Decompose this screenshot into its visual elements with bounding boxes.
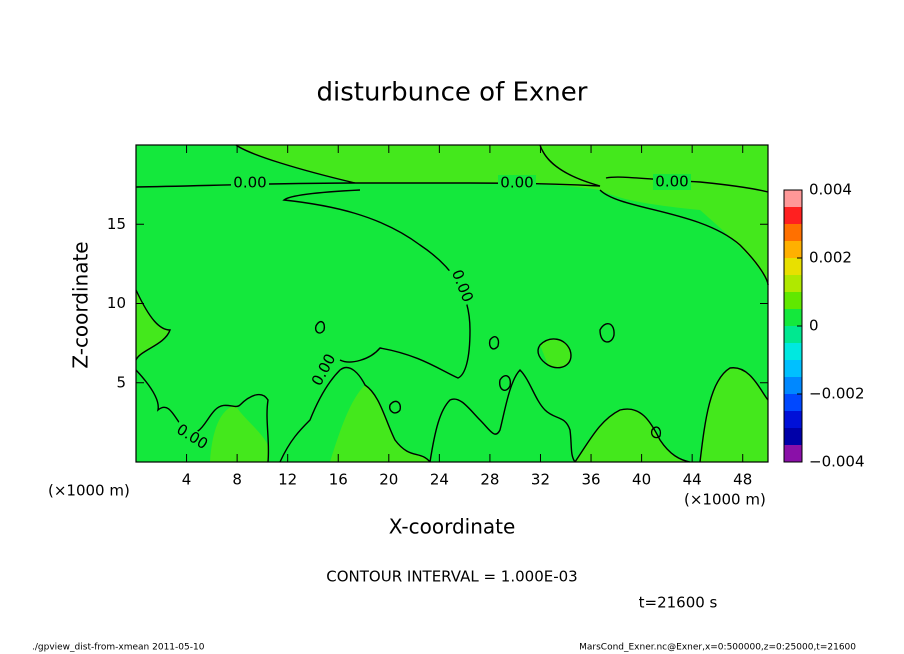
- x-tick-label: 28: [480, 471, 499, 489]
- colorbar-tick-label: −0.004: [809, 453, 865, 471]
- colorbar-band: [784, 326, 802, 343]
- colorbar-band: [784, 377, 802, 394]
- colorbar-tick-label: 0.002: [809, 249, 852, 267]
- x-tick-label: 48: [733, 471, 752, 489]
- x-tick-label: 8: [232, 471, 242, 489]
- colorbar-band: [784, 428, 802, 445]
- y-axis-label: Z-coordinate: [69, 241, 93, 368]
- colorbar-band: [784, 445, 802, 462]
- footer-left: ./gpview_dist-from-xmean 2011-05-10: [32, 643, 205, 653]
- contour-label: 0.00: [500, 174, 533, 192]
- x-unit-label: (×1000 m): [684, 491, 766, 509]
- colorbar-band: [784, 394, 802, 411]
- contour-line: [429, 369, 576, 463]
- colorbar-band: [784, 309, 802, 326]
- contour-line: [574, 408, 691, 463]
- x-tick-label: 24: [430, 471, 449, 489]
- colorbar-band: [784, 258, 802, 275]
- contour-line: [282, 189, 471, 379]
- x-tick-label: 4: [182, 471, 192, 489]
- contour-interval: CONTOUR INTERVAL = 1.000E-03: [326, 568, 577, 586]
- contour-line: [135, 289, 171, 361]
- contour-line: [605, 176, 769, 193]
- colorbar-tick-label: 0.004: [809, 181, 852, 199]
- contour-label: 0.00: [233, 174, 266, 192]
- field-region: [210, 405, 269, 462]
- x-tick-label: 32: [531, 471, 550, 489]
- colorbar-tick-label: −0.002: [809, 385, 865, 403]
- footer-right: MarsCond_Exner.nc@Exner,x=0:500000,z=0:2…: [579, 643, 856, 653]
- contour-line: [537, 338, 572, 369]
- contour-label-bg: [653, 174, 691, 190]
- contour-line: [488, 336, 500, 350]
- contour-line: [279, 366, 431, 463]
- contour-label-bg: [171, 420, 213, 454]
- x-tick-label: 12: [278, 471, 297, 489]
- chart-title: disturbunce of Exner: [317, 78, 588, 108]
- contour-line: [135, 369, 270, 463]
- colorbar-band: [784, 360, 802, 377]
- x-tick-label: 44: [683, 471, 702, 489]
- colorbar-band: [784, 224, 802, 241]
- y-tick-label: 5: [116, 373, 126, 391]
- colorbar-band: [784, 411, 802, 428]
- x-tick-label: 16: [329, 471, 348, 489]
- colorbar-band: [784, 241, 802, 258]
- contour-line: [135, 144, 356, 188]
- y-tick-label: 15: [107, 215, 126, 233]
- contour-line: [314, 320, 326, 334]
- colorbar-band: [784, 207, 802, 224]
- time-label: t=21600 s: [639, 594, 718, 612]
- contour-line: [599, 189, 769, 286]
- colorbar-tick-label: 0: [809, 317, 819, 335]
- field-region: [540, 338, 571, 368]
- contour-line: [388, 400, 402, 414]
- contour-line: [650, 426, 662, 439]
- colorbar-band: [784, 343, 802, 360]
- field-region: [700, 367, 768, 462]
- plot-area: [135, 144, 769, 463]
- x-tick-label: 36: [581, 471, 600, 489]
- y-tick-label: 10: [107, 294, 126, 312]
- contour-label-bg: [231, 175, 269, 191]
- y-unit-label: (×1000 m): [48, 482, 130, 500]
- colorbar-band: [784, 292, 802, 309]
- x-axis-label: X-coordinate: [389, 515, 516, 539]
- field-region: [236, 145, 768, 285]
- contour-line: [498, 375, 512, 391]
- contour-line: [699, 367, 769, 463]
- contour-label-bg: [498, 175, 536, 191]
- field-region: [330, 385, 430, 462]
- colorbar-band: [784, 275, 802, 292]
- colorbar-band: [784, 190, 802, 207]
- x-tick-label: 40: [632, 471, 651, 489]
- contour-label-bg: [447, 265, 477, 307]
- contour-line: [599, 323, 615, 343]
- contour-label-bg: [308, 349, 340, 391]
- contour-label: 0.00: [655, 173, 688, 191]
- x-tick-label: 20: [379, 471, 398, 489]
